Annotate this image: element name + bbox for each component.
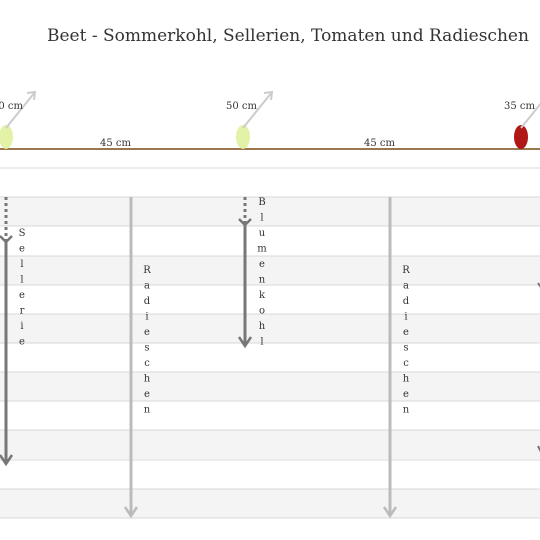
row-arrow-head (237, 336, 253, 349)
bed-band (0, 314, 540, 343)
bed-band (0, 430, 540, 459)
plant-height-label: 50 cm (226, 101, 258, 112)
spacing-label: 45 cm (100, 138, 132, 149)
spacing-labels: 45 cm 45 cm (100, 138, 396, 149)
height-arrow (5, 91, 36, 129)
edge-fragment (537, 282, 540, 288)
row-arrow-head (0, 454, 14, 467)
spacing-label: 45 cm (364, 138, 396, 149)
plant-marker (236, 125, 250, 149)
background-bands (0, 167, 540, 519)
edge-fragments (537, 282, 540, 453)
bed-band (0, 197, 540, 226)
bed-band (0, 372, 540, 401)
plant-marker (0, 125, 13, 149)
plant-height-label: 50 cm (0, 101, 24, 112)
plant-height-label: 35 cm (504, 101, 536, 112)
height-arrow-head (26, 90, 37, 101)
bed-band (0, 489, 540, 518)
plants: 50 cm 50 cm 35 cm (0, 90, 540, 149)
row-arrow-head (382, 506, 398, 519)
row-arrow-head (123, 506, 139, 519)
height-arrow-head (263, 90, 274, 101)
height-arrow (242, 91, 273, 129)
edge-fragment (537, 445, 540, 453)
plant-middle-light: 50 cm (226, 90, 274, 149)
plant-left-light: 50 cm (0, 90, 37, 149)
plant-right-red: 35 cm (504, 101, 540, 149)
height-arrow (520, 102, 540, 129)
bed-band (0, 256, 540, 285)
diagram-title: Beet - Sommerkohl, Sellerien, Tomaten un… (47, 26, 529, 46)
plant-marker (514, 125, 528, 149)
